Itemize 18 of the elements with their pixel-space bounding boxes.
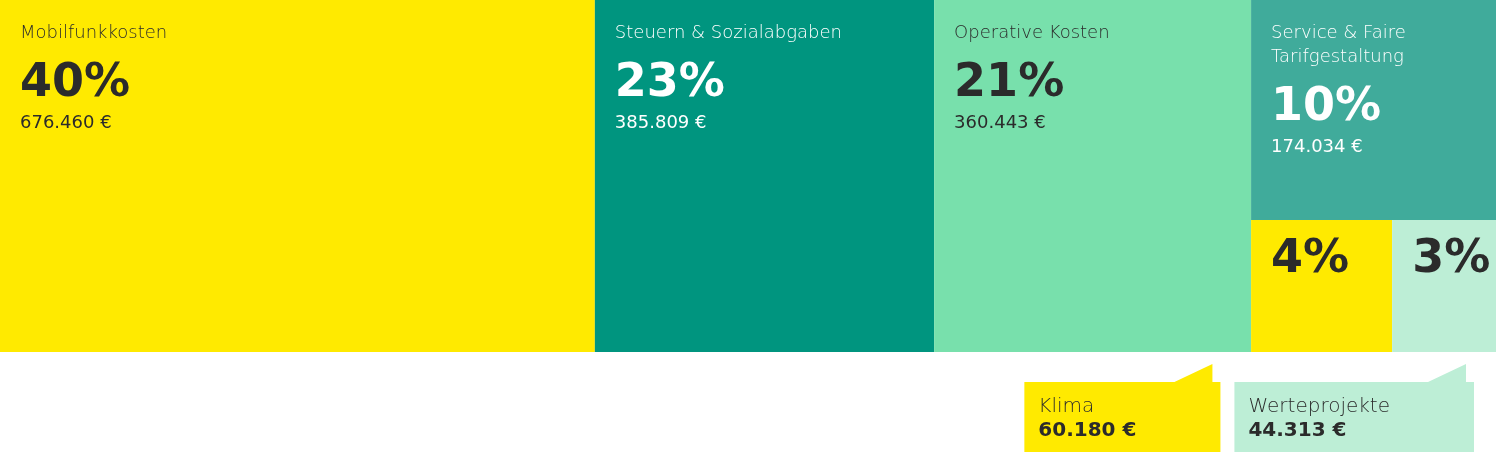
data-label: 360.443 €: [954, 111, 1046, 132]
text: 21%: [954, 53, 1065, 107]
text: 10%: [1271, 77, 1382, 131]
data-label: 174.034 €: [1271, 135, 1363, 156]
text: 23%: [614, 53, 725, 107]
data-label: 44.313 €: [1248, 417, 1347, 441]
category-label: Klima: [1038, 393, 1095, 417]
text: 40%: [20, 53, 131, 107]
text: 3%: [1412, 228, 1491, 283]
category-label: Steuern & Sozialabgaben: [614, 21, 842, 42]
category-label: Mobilfunkkosten: [20, 21, 168, 42]
category-label: Service & Faire Tarifgestaltung: [1271, 21, 1406, 66]
category-label: Operative Kosten: [954, 21, 1110, 42]
data-label: 385.809 €: [614, 111, 707, 132]
data-label: 60.180 €: [1038, 417, 1137, 441]
text: 4%: [1271, 228, 1350, 283]
data-label: 676.460 €: [20, 111, 112, 132]
category-label: Werteprojekte: [1248, 393, 1391, 417]
